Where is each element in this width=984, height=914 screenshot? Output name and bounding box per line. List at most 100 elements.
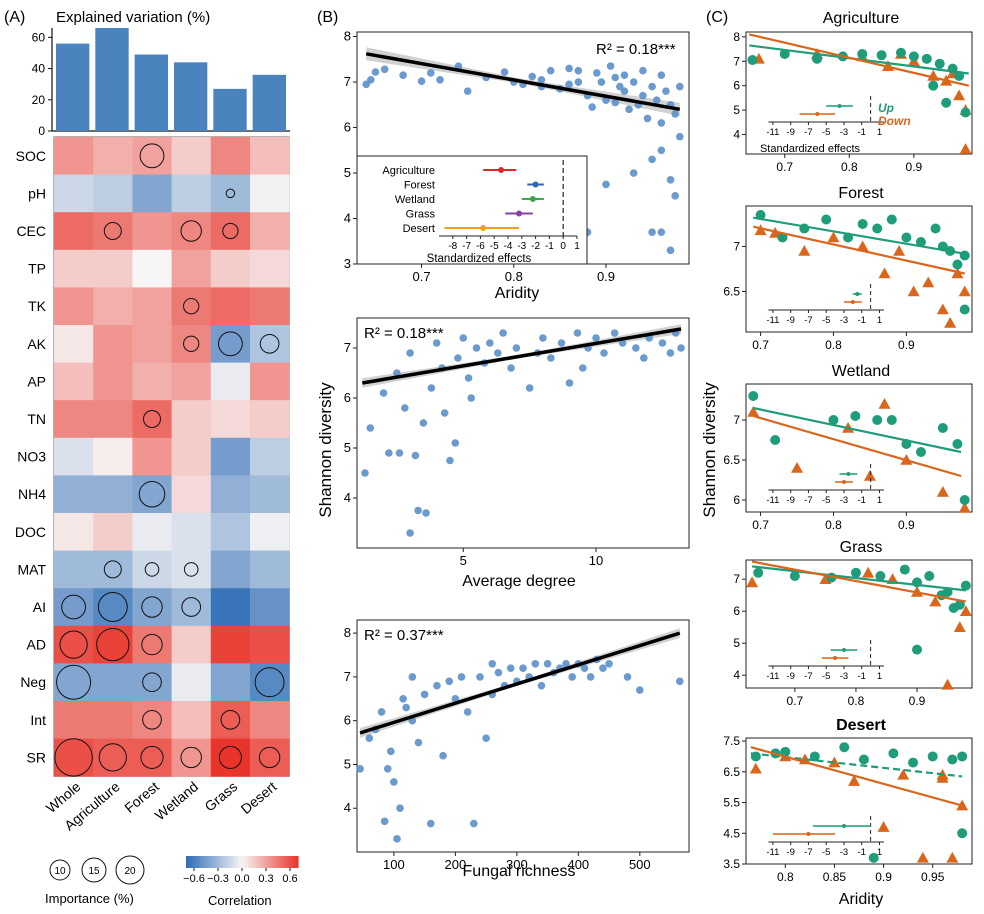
c-inset-tick-label: -5 [822,671,830,682]
heatmap-cell [93,475,133,514]
down-point [946,851,959,863]
heatmap-cell [54,400,94,439]
data-point [625,105,633,114]
y-tick-label: 4 [344,490,351,505]
down-point [959,143,972,154]
c-inset-tick-label: -3 [840,671,848,682]
data-point [426,69,435,77]
heatmap-row-label: Int [30,712,46,728]
up-point [960,107,971,118]
data-point [662,87,670,95]
bar-forest [134,54,168,131]
heatmap-cell [93,550,133,589]
inset-group-label: Desert [403,223,435,235]
x-tick-label: 0.8 [848,694,865,708]
data-point [467,394,476,402]
up-point [857,48,868,59]
colorbar-segment [230,856,235,868]
heatmap-cell [171,475,212,514]
heatmap-cell [132,174,173,213]
down-point [878,398,891,409]
data-point [420,690,429,699]
data-point [568,673,576,681]
heatmap-cell [132,663,173,702]
heatmap-cell [132,287,173,326]
data-point [512,344,521,352]
heatmap-cell [210,663,251,702]
up-point [912,644,923,655]
heatmap-cell [250,475,290,514]
c-legend-down: Down [878,114,911,128]
heatmap-cell [93,588,133,627]
b-aridity-annotation: R² = 0.18*** [596,41,676,58]
y-tick-label: 6 [344,120,351,135]
down-point [936,303,949,315]
colorbar-tick-label: 0.6 [282,873,297,885]
importance-circle [183,562,199,577]
heatmap-cell [132,212,173,251]
heatmap-row-label: TK [28,298,47,314]
data-point [507,364,515,372]
c-inset-tick-label: -11 [766,127,779,138]
data-point [592,69,601,77]
data-point [463,708,472,716]
down-point [944,317,957,328]
c-inset-tick-label: -5 [822,127,830,138]
heatmap-cell [171,625,212,664]
heatmap-cell [54,137,94,176]
c-inset-tick-label: 1 [877,847,882,858]
up-point [850,411,861,421]
heatmap-cell [132,400,173,439]
trend-line [362,327,682,385]
colorbar-segment [205,856,209,868]
importance-circle [220,709,241,730]
plot-frame [745,737,973,865]
heatmap-cell [171,325,212,364]
x-tick-label: 0.7 [752,518,769,532]
x-tick-label: 0.9 [597,269,615,284]
data-point [599,664,607,672]
data-point [470,819,478,828]
heatmap-cell [210,174,251,213]
c-inset-up-est [837,104,842,108]
importance-circle [54,738,93,777]
colorbar-segment [222,856,226,868]
y-tick-label: 7 [733,413,740,427]
up-point [921,53,932,64]
c-inset-tick-label: -7 [804,671,812,682]
heatmap-cell [132,362,173,401]
colorbar-segment [225,856,229,868]
heatmap-cell [250,137,290,176]
up-trend-line [753,406,962,454]
up-point [901,232,912,243]
importance-circle [218,331,243,357]
down-point [754,224,767,236]
y-tick-label: 6 [344,713,351,728]
up-point [895,47,906,58]
up-point [821,214,832,225]
plot-frame [745,31,973,155]
heatmap-row-label: TN [27,411,46,427]
heatmap-cell [250,513,290,552]
c-title-wetland: Wetland [832,363,890,380]
up-point [934,58,945,69]
importance-circle [59,630,88,659]
y-tick-label: 7.5 [723,734,740,748]
up-point [888,748,899,759]
heatmap-cell [250,362,290,401]
colorbar-segment [228,856,232,868]
y-tick-label: 4 [733,668,740,682]
c-inset-tick-label: -7 [804,847,812,858]
bar-whole [56,43,90,131]
data-point [592,334,600,342]
importance-circle [139,143,165,169]
data-point [406,529,414,537]
data-point [365,734,374,742]
c-inset-tick-label: -1 [858,847,866,858]
c-ylabel: Shannon diversity [700,382,719,518]
x-tick-label: 0.8 [505,269,523,284]
heatmap-cell [171,174,212,213]
data-point [432,339,441,347]
heatmap-cell [250,400,290,439]
data-point [399,71,407,80]
